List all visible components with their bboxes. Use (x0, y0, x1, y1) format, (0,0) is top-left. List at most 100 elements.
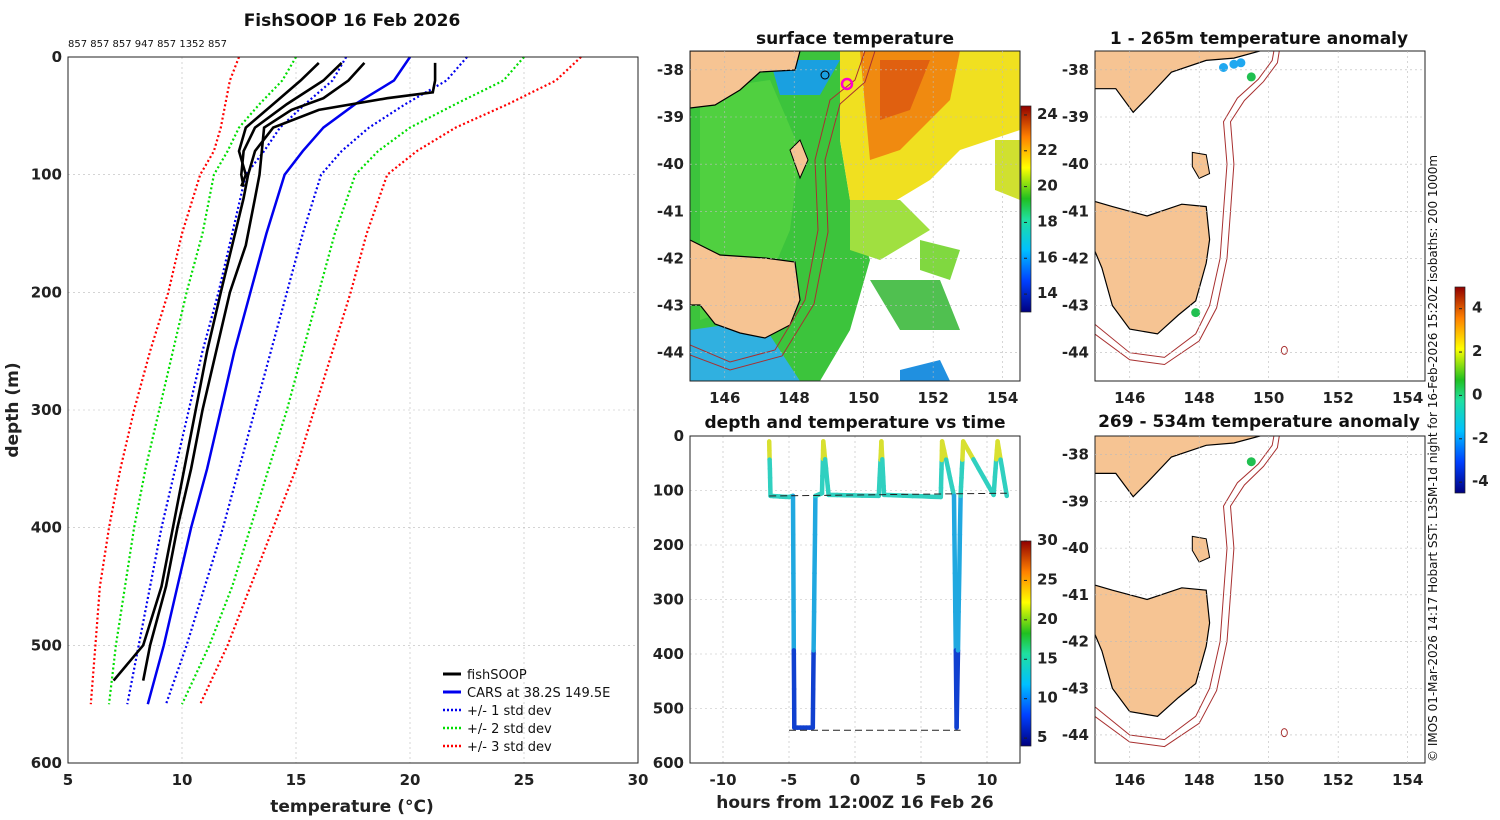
profile-ylabel: depth (m) (3, 362, 23, 457)
profile-series--3-std (199, 56, 582, 705)
ts-track-seg-15-3 (953, 609, 959, 653)
anom-shallow-ytick--38: -38 (1062, 61, 1089, 79)
sst-ytick--42: -42 (657, 249, 684, 267)
sst-ytick--44: -44 (657, 344, 684, 362)
sst-ytick--39: -39 (657, 108, 684, 126)
ts-xtick--5: -5 (781, 771, 798, 789)
anom-deep-ticks: 146 148 150 152 154 -38 -39 -40 -41 -42 -43 -44 (1062, 436, 1425, 789)
sst-cbtick-18: 18 (1037, 212, 1058, 230)
anom-shallow-ticks: 146 148 150 152 154 -38 -39 -40 -41 -42 -43 -44 (1062, 51, 1425, 407)
profile-ytick-600: 600 (31, 754, 62, 772)
anom-shallow-ytick--40: -40 (1062, 155, 1089, 173)
sst-map: surface temperature (657, 29, 1058, 407)
profile-xtick-30: 30 (628, 771, 649, 789)
ts-xlabel: hours from 12:00Z 16 Feb 26 (716, 793, 994, 813)
profile-series-fishsoop-b (112, 62, 437, 682)
ts-title: depth and temperature vs time (705, 413, 1006, 433)
legend-std3: +/- 3 std dev (467, 740, 552, 755)
ts-ytick-200: 200 (653, 536, 684, 554)
sst-cbtick-14: 14 (1037, 284, 1058, 302)
profile-ytick-500: 500 (31, 636, 62, 654)
ts-track-seg-16-2 (955, 609, 961, 653)
ts-track-seg-5-2 (811, 609, 817, 653)
ts-grid (690, 435, 1020, 764)
profile-series--2-std (181, 56, 525, 705)
profile-series-cars (146, 56, 412, 705)
anom-colorbar (1454, 286, 1466, 494)
ts-ytick-400: 400 (653, 645, 684, 663)
anom-deep-ytick--39: -39 (1062, 492, 1089, 510)
profile-xtick-5: 5 (63, 771, 73, 789)
anom-deep-seamount (1280, 728, 1288, 738)
profile-series-fishsoop-d (239, 61, 343, 187)
profile-xtick-20: 20 (400, 771, 421, 789)
anom-shallow-point-3 (1246, 72, 1256, 82)
profile-xtick-10: 10 (172, 771, 193, 789)
profile-ytick-0: 0 (52, 48, 62, 66)
ts-track-seg-16-3 (956, 570, 962, 615)
anom-deep-ytick--40: -40 (1062, 539, 1089, 557)
anom-deep-axes-box (1094, 435, 1426, 764)
sst-xtick-148: 148 (779, 389, 810, 407)
anom-cbtick-4: 4 (1472, 299, 1482, 317)
profile-series--1-std (164, 56, 468, 705)
anom-shallow-xtick-152: 152 (1323, 389, 1354, 407)
anom-shallow-tasmania (1095, 200, 1211, 335)
side-caption: © IMOS 01-Mar-2026 14:17 Hobart SST: L3S… (1426, 155, 1440, 762)
ts-track-seg-16-4 (957, 532, 963, 576)
ts-track (766, 439, 1010, 731)
profile-ytick-200: 200 (31, 283, 62, 301)
sst-xtick-146: 146 (709, 389, 740, 407)
anomaly-shallow-map: 1 - 265m temperature anomaly 146 148 150 15… (1062, 29, 1426, 407)
anom-shallow-xtick-150: 150 (1253, 389, 1284, 407)
ts-track-seg-15-1 (952, 532, 958, 576)
ts-xtick-5: 5 (916, 771, 926, 789)
anom-deep-ytick--44: -44 (1062, 726, 1089, 744)
profile-lines (89, 56, 582, 705)
anom-deep-xtick-150: 150 (1253, 771, 1284, 789)
ts-ytick-300: 300 (653, 591, 684, 609)
sst-axes-box (689, 50, 1021, 382)
anom-cbtick--4: -4 (1472, 472, 1489, 490)
profile-legend: fishSOOP CARS at 38.2S 149.5E +/- 1 std … (443, 668, 610, 755)
anom-colorbar-ticks: -4 -2 0 2 4 (1459, 299, 1489, 490)
anom-deep-xtick-146: 146 (1114, 771, 1145, 789)
legend-fishsoop: fishSOOP (467, 668, 527, 683)
profile-xtick-15: 15 (286, 771, 307, 789)
anom-shallow-seamount (1280, 345, 1288, 355)
legend-cars: CARS at 38.2S 149.5E (467, 686, 610, 701)
ts-colorbar-ticks: 5 10 15 20 25 30 (1024, 531, 1058, 746)
ts-ytick-0: 0 (674, 427, 684, 445)
ts-colorbar (1020, 540, 1032, 747)
profile-counts: 857 857 857 947 857 1352 857 (68, 39, 227, 50)
anom-deep-xtick-152: 152 (1323, 771, 1354, 789)
sst-ticks: 146 148 150 152 154 -38 -39 -40 -41 -42 -43 -44 (657, 51, 1020, 407)
profile-ytick-300: 300 (31, 401, 62, 419)
sst-station-marker (840, 77, 854, 91)
anom-deep-xtick-148: 148 (1184, 771, 1215, 789)
ts-track-seg-16-0 (954, 686, 960, 730)
anom-cbtick-0: 0 (1472, 385, 1482, 403)
anom-shallow-point-2 (1236, 58, 1246, 68)
profile-series--2-std (107, 56, 297, 705)
sst-cbtick-24: 24 (1037, 105, 1058, 123)
ts-cbtick-20: 20 (1037, 610, 1058, 628)
ts-track-seg-16-5 (957, 493, 963, 537)
anom-deep-content (1095, 436, 1425, 763)
ts-cbtick-5: 5 (1037, 728, 1047, 746)
ts-ytick-100: 100 (653, 482, 684, 500)
ts-xtick-10: 10 (977, 771, 998, 789)
profile-series-fishsoop-c (237, 61, 320, 187)
sst-ytick--41: -41 (657, 202, 684, 220)
profile-xtick-25: 25 (514, 771, 535, 789)
anom-deep-isobath-200 (1095, 436, 1275, 741)
sst-ytick--38: -38 (657, 61, 684, 79)
anom-shallow-axes-box (1094, 50, 1426, 382)
ts-track-seg-20-5 (1003, 484, 1010, 499)
ts-track-seg-16-1 (955, 648, 961, 692)
timeseries-chart: depth and temperature vs time -10 -5 0 5 100… (653, 413, 1058, 813)
anom-shallow-ytick--44: -44 (1062, 344, 1089, 362)
anom-cbtick-2: 2 (1472, 342, 1482, 360)
